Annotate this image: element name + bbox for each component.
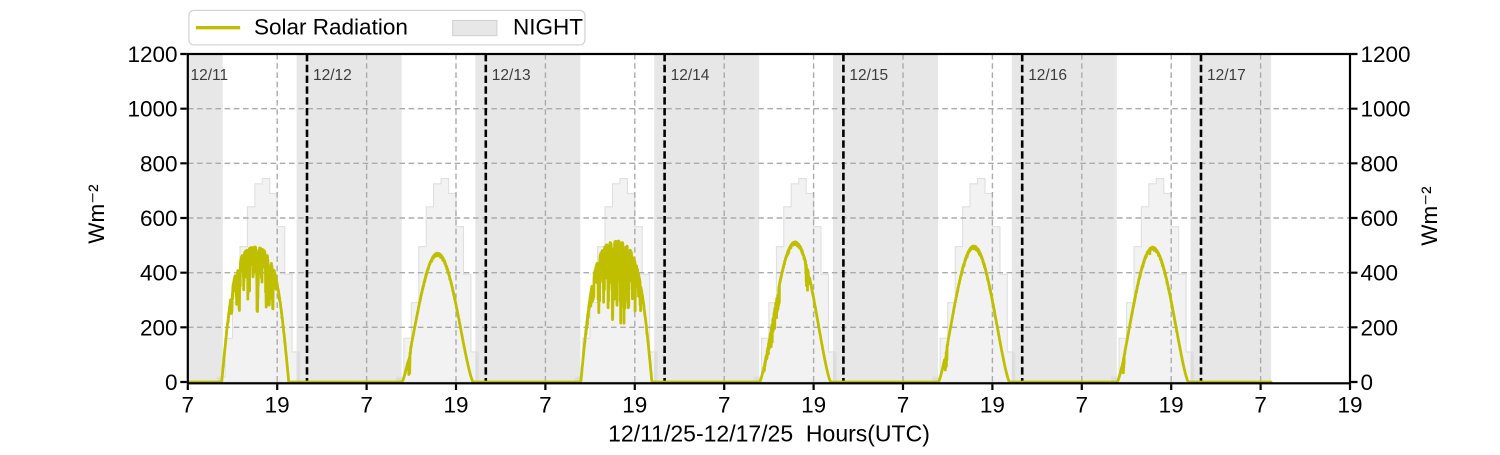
svg-text:800: 800 — [1361, 151, 1399, 176]
svg-text:7: 7 — [718, 393, 731, 418]
svg-text:19: 19 — [1159, 393, 1184, 418]
svg-text:12/15: 12/15 — [849, 67, 888, 84]
svg-text:7: 7 — [1254, 393, 1267, 418]
svg-text:19: 19 — [1337, 393, 1362, 418]
svg-text:7: 7 — [360, 393, 373, 418]
svg-text:1200: 1200 — [127, 42, 177, 67]
svg-text:7: 7 — [182, 393, 195, 418]
svg-text:200: 200 — [1361, 315, 1399, 340]
svg-text:1000: 1000 — [1361, 97, 1411, 122]
svg-text:1200: 1200 — [1361, 42, 1411, 67]
svg-text:600: 600 — [1361, 206, 1399, 231]
svg-text:19: 19 — [980, 393, 1005, 418]
svg-text:12/11: 12/11 — [191, 67, 229, 84]
svg-text:0: 0 — [165, 370, 178, 395]
svg-text:7: 7 — [1076, 393, 1089, 418]
svg-text:12/12: 12/12 — [313, 67, 352, 84]
svg-text:NIGHT: NIGHT — [513, 15, 583, 40]
svg-text:Wm⁻²: Wm⁻² — [84, 184, 109, 244]
svg-text:19: 19 — [443, 393, 468, 418]
svg-text:400: 400 — [1361, 261, 1399, 286]
svg-text:600: 600 — [140, 206, 178, 231]
svg-text:Wm⁻²: Wm⁻² — [1417, 186, 1442, 246]
svg-text:12/16: 12/16 — [1028, 67, 1067, 84]
svg-text:12/14: 12/14 — [671, 67, 710, 84]
svg-text:200: 200 — [140, 315, 178, 340]
svg-text:12/13: 12/13 — [492, 67, 531, 84]
svg-text:800: 800 — [140, 151, 178, 176]
svg-text:19: 19 — [265, 393, 290, 418]
svg-text:12/17: 12/17 — [1207, 67, 1246, 84]
svg-text:7: 7 — [539, 393, 552, 418]
svg-text:Solar Radiation: Solar Radiation — [254, 15, 408, 40]
svg-text:7: 7 — [897, 393, 910, 418]
svg-text:19: 19 — [622, 393, 647, 418]
svg-text:19: 19 — [801, 393, 826, 418]
svg-text:0: 0 — [1361, 370, 1374, 395]
svg-text:400: 400 — [140, 261, 178, 286]
svg-text:1000: 1000 — [127, 97, 177, 122]
svg-text:12/11/25-12/17/25 Hours(UTC): 12/11/25-12/17/25 Hours(UTC) — [608, 421, 930, 447]
